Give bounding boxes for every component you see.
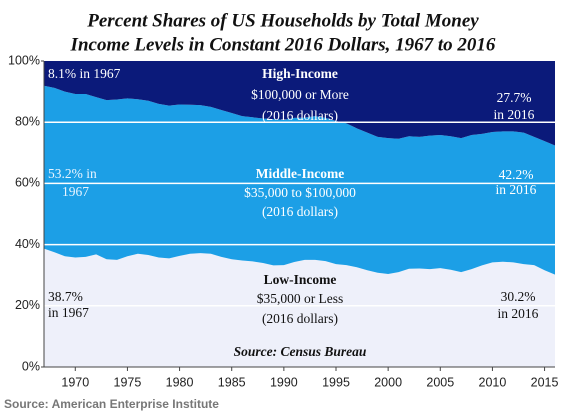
annotation: 53.2% in	[48, 166, 97, 181]
annotation: 38.7%	[48, 289, 83, 304]
annotation: in 2016	[494, 107, 535, 122]
x-tick-label: 1970	[61, 375, 89, 389]
annotation: $35,000 or Less	[257, 291, 344, 306]
overlay: 0% 20% 40% 60% 80% 100% 1970 1975 1980 1985 1990 19…	[8, 53, 559, 389]
x-tick-label: 1995	[322, 375, 350, 389]
annotation: in 1967	[48, 305, 89, 320]
y-tick-label: 80%	[15, 114, 40, 128]
annotation: 30.2%	[501, 289, 536, 304]
y-tick-label: 0%	[22, 359, 40, 373]
x-tick-label: 1985	[218, 375, 246, 389]
annotation: Source: Census Bureau	[234, 344, 367, 359]
y-tick-label: 100%	[8, 53, 40, 67]
x-tick-label: 2015	[531, 375, 559, 389]
annotation: (2016 dollars)	[262, 204, 338, 219]
area	[44, 61, 555, 146]
annotation: (2016 dollars)	[262, 108, 338, 123]
y-tick-label: 20%	[15, 298, 40, 312]
x-tick-label: 1980	[166, 375, 194, 389]
chart-title: Income Levels in Constant 2016 Dollars, …	[70, 34, 496, 55]
y-tick-label: 40%	[15, 237, 40, 251]
annotation: in 2016	[498, 306, 539, 321]
annotation: 1967	[62, 184, 89, 199]
annotation: High-Income	[262, 66, 338, 81]
area	[44, 248, 555, 367]
x-tick-label: 2010	[479, 375, 507, 389]
x-tick-label: 2000	[374, 375, 402, 389]
annotation: Low-Income	[264, 272, 337, 287]
chart-title: Percent Shares of US Households by Total…	[86, 10, 479, 31]
annotation: $35,000 to $100,000	[244, 185, 356, 200]
area	[44, 85, 555, 275]
x-tick-label: 1990	[270, 375, 298, 389]
annotation: Middle-Income	[256, 166, 345, 181]
source: Source: American Enterprise Institute	[4, 397, 219, 411]
y-tick-label: 60%	[15, 176, 40, 190]
x-tick-label: 2005	[426, 375, 454, 389]
plot-area	[44, 61, 555, 367]
annotation: (2016 dollars)	[262, 311, 338, 326]
annotation: in 2016	[496, 182, 537, 197]
annotation: $100,000 or More	[251, 87, 349, 102]
annotation: 42.2%	[499, 167, 534, 182]
annotation: 8.1% in 1967	[48, 66, 121, 81]
x-tick-label: 1975	[114, 375, 142, 389]
annotation: 27.7%	[497, 90, 532, 105]
